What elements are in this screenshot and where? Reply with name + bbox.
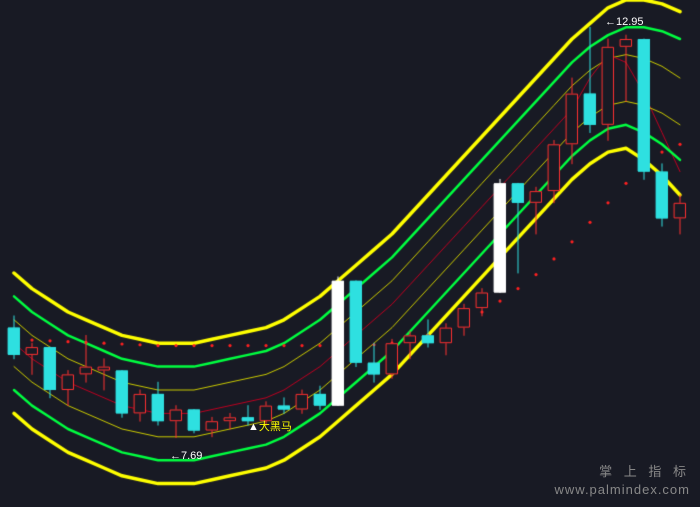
watermark-url: www.palmindex.com	[555, 481, 691, 499]
watermark: 掌 上 指 标 www.palmindex.com	[555, 463, 691, 499]
signal-marker: ▲大黑马	[248, 418, 292, 434]
watermark-cn: 掌 上 指 标	[555, 463, 691, 481]
signal-marker-text: 大黑马	[259, 421, 292, 433]
stock-chart-canvas	[0, 0, 700, 507]
high-price-label: ←12.95	[605, 16, 644, 28]
signal-marker-icon: ▲	[248, 421, 259, 433]
low-price-label: ←7.69	[170, 450, 202, 462]
